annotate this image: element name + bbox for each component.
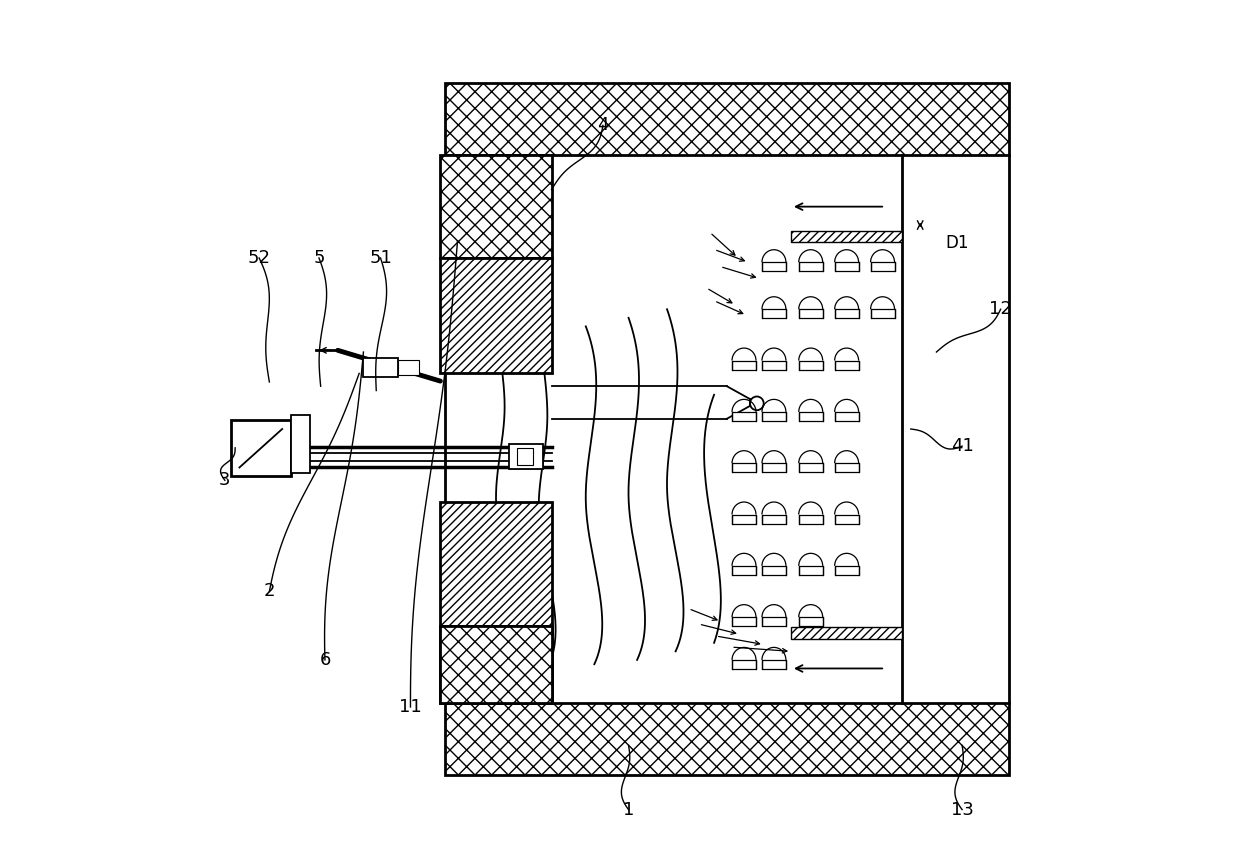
Bar <box>799 309 822 318</box>
Bar <box>363 358 398 377</box>
Bar <box>440 625 552 703</box>
Bar <box>440 155 552 258</box>
Text: 5: 5 <box>314 249 325 267</box>
Bar <box>732 617 756 626</box>
Text: 3: 3 <box>219 471 231 489</box>
Bar <box>732 360 756 370</box>
Bar <box>791 231 903 242</box>
Bar <box>761 360 786 370</box>
Text: 12: 12 <box>990 300 1012 318</box>
Text: 4: 4 <box>598 117 609 135</box>
Bar <box>231 420 290 476</box>
Bar <box>445 703 1009 776</box>
Bar <box>508 444 543 469</box>
Text: 13: 13 <box>951 801 973 819</box>
Bar <box>398 360 419 375</box>
Text: 51: 51 <box>370 249 392 267</box>
Bar <box>799 617 822 626</box>
Bar <box>835 463 858 472</box>
Bar <box>799 263 822 271</box>
Bar <box>761 515 786 523</box>
Bar <box>761 263 786 271</box>
Bar <box>835 309 858 318</box>
Bar <box>732 412 756 421</box>
Bar <box>732 463 756 472</box>
Bar <box>440 625 552 703</box>
Bar <box>799 360 822 370</box>
Bar <box>761 463 786 472</box>
Bar <box>440 258 552 373</box>
Text: 6: 6 <box>319 651 331 669</box>
Bar <box>799 463 822 472</box>
Bar <box>761 617 786 626</box>
Bar <box>799 412 822 421</box>
Bar <box>835 412 858 421</box>
Text: 2: 2 <box>264 583 275 601</box>
Bar <box>835 515 858 523</box>
Text: 41: 41 <box>951 437 973 455</box>
Bar <box>761 309 786 318</box>
Bar <box>440 502 552 625</box>
Bar <box>732 660 756 669</box>
Bar <box>835 565 858 575</box>
Bar <box>835 360 858 370</box>
Text: 11: 11 <box>399 698 422 716</box>
Bar <box>791 627 903 638</box>
Bar <box>732 565 756 575</box>
Text: D1: D1 <box>945 233 968 251</box>
Bar <box>870 263 894 271</box>
Bar <box>870 309 894 318</box>
Bar <box>732 515 756 523</box>
Bar <box>761 412 786 421</box>
Text: 52: 52 <box>248 249 270 267</box>
Bar <box>517 448 533 465</box>
Bar <box>761 660 786 669</box>
Bar <box>799 515 822 523</box>
Text: 1: 1 <box>622 801 634 819</box>
Bar <box>445 82 1009 155</box>
Bar <box>761 565 786 575</box>
Bar <box>835 263 858 271</box>
Bar <box>799 565 822 575</box>
Bar <box>290 415 310 474</box>
